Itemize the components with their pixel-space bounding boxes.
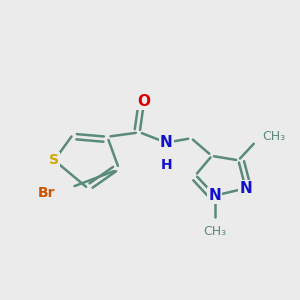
Text: N: N — [160, 135, 172, 150]
Text: CH₃: CH₃ — [203, 225, 226, 238]
Text: Br: Br — [38, 186, 56, 200]
Text: N: N — [239, 181, 252, 196]
Text: H: H — [160, 158, 172, 172]
Text: N: N — [208, 188, 221, 203]
Text: S: S — [49, 153, 59, 167]
Text: CH₃: CH₃ — [262, 130, 285, 143]
Text: O: O — [138, 94, 151, 109]
